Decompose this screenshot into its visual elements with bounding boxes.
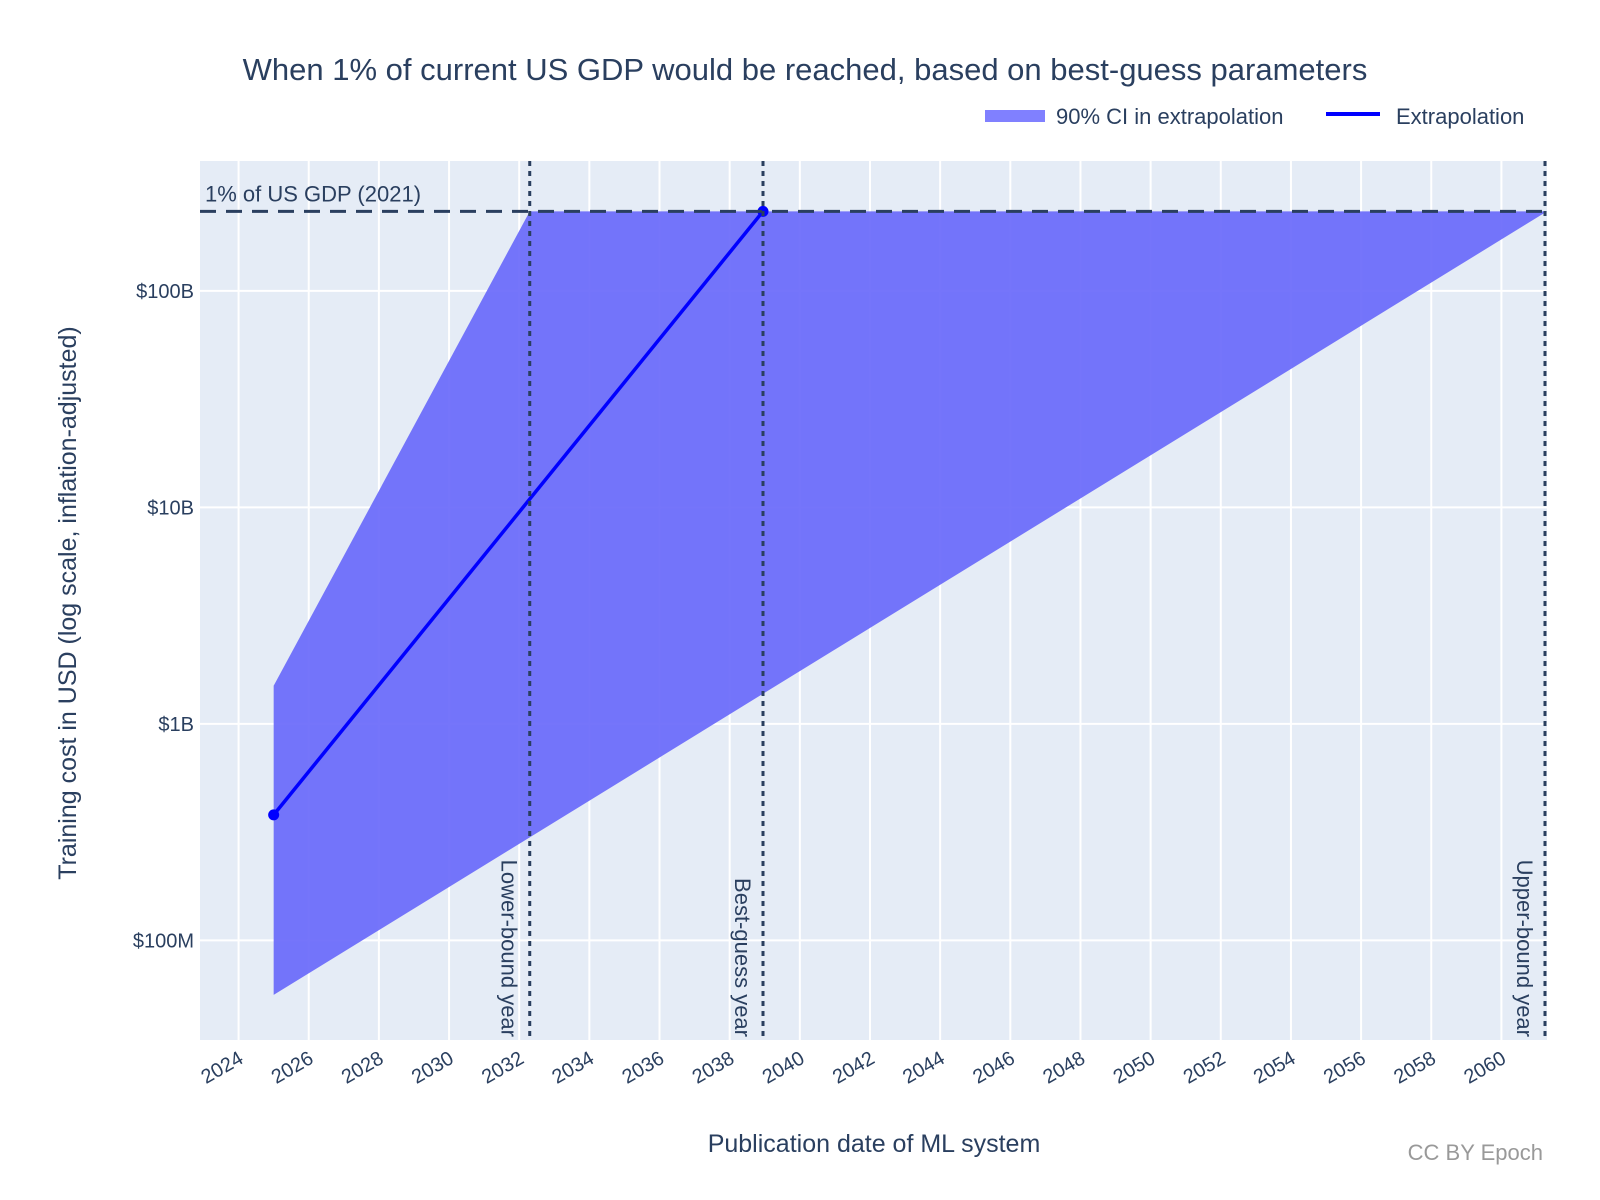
x-tick-label: 2056: [1320, 1047, 1370, 1088]
x-tick-label: 2026: [268, 1047, 318, 1088]
x-axis-title: Publication date of ML system: [708, 1130, 1041, 1158]
vertical-year-label: Upper-bound year: [1512, 860, 1537, 1037]
legend-swatch-ci: [985, 110, 1045, 122]
y-axis-title: Training cost in USD (log scale, inflati…: [54, 326, 82, 880]
x-tick-label: 2044: [899, 1047, 949, 1088]
x-tick-label: 2052: [1180, 1047, 1230, 1088]
x-tick-label: 2046: [969, 1047, 1019, 1088]
legend-label-extrapolation: Extrapolation: [1396, 104, 1524, 129]
x-tick-label: 2050: [1110, 1047, 1160, 1088]
x-tick-label: 2058: [1390, 1047, 1440, 1088]
legend-label-ci: 90% CI in extrapolation: [1056, 104, 1283, 129]
vertical-year-label: Best-guess year: [730, 878, 755, 1037]
legend: 90% CI in extrapolation Extrapolation: [985, 104, 1524, 129]
y-tick-label: $100M: [133, 930, 194, 952]
x-tick-label: 2032: [478, 1047, 528, 1088]
x-tick-label: 2024: [198, 1047, 248, 1088]
extrapolation-point: [268, 809, 280, 821]
chart-marks: 1% of US GDP (2021) Lower-bound year Best-…: [200, 161, 1547, 1040]
x-tick-label: 2038: [689, 1047, 739, 1088]
x-tick-label: 2048: [1039, 1047, 1089, 1088]
x-tick-label: 2040: [759, 1047, 809, 1088]
credit-text: CC BY Epoch: [1408, 1140, 1543, 1165]
x-tick-label: 2036: [618, 1047, 668, 1088]
ci-area: [273, 211, 1547, 995]
y-tick-label: $10B: [147, 497, 194, 519]
vertical-year-label: Lower-bound year: [497, 860, 522, 1037]
gdp-threshold-label: 1% of US GDP (2021): [205, 181, 421, 206]
x-tick-label: 2060: [1460, 1047, 1510, 1088]
x-tick-label: 2054: [1250, 1047, 1300, 1088]
x-tick-label: 2028: [338, 1047, 388, 1088]
chart-title: When 1% of current US GDP would be reach…: [243, 52, 1368, 87]
y-tick-label: $100B: [136, 281, 194, 303]
x-tick-label: 2034: [548, 1047, 598, 1088]
y-tick-label: $1B: [158, 714, 194, 736]
x-tick-label: 2030: [408, 1047, 458, 1088]
extrapolation-line: [272, 210, 765, 816]
x-tick-label: 2042: [829, 1047, 879, 1088]
